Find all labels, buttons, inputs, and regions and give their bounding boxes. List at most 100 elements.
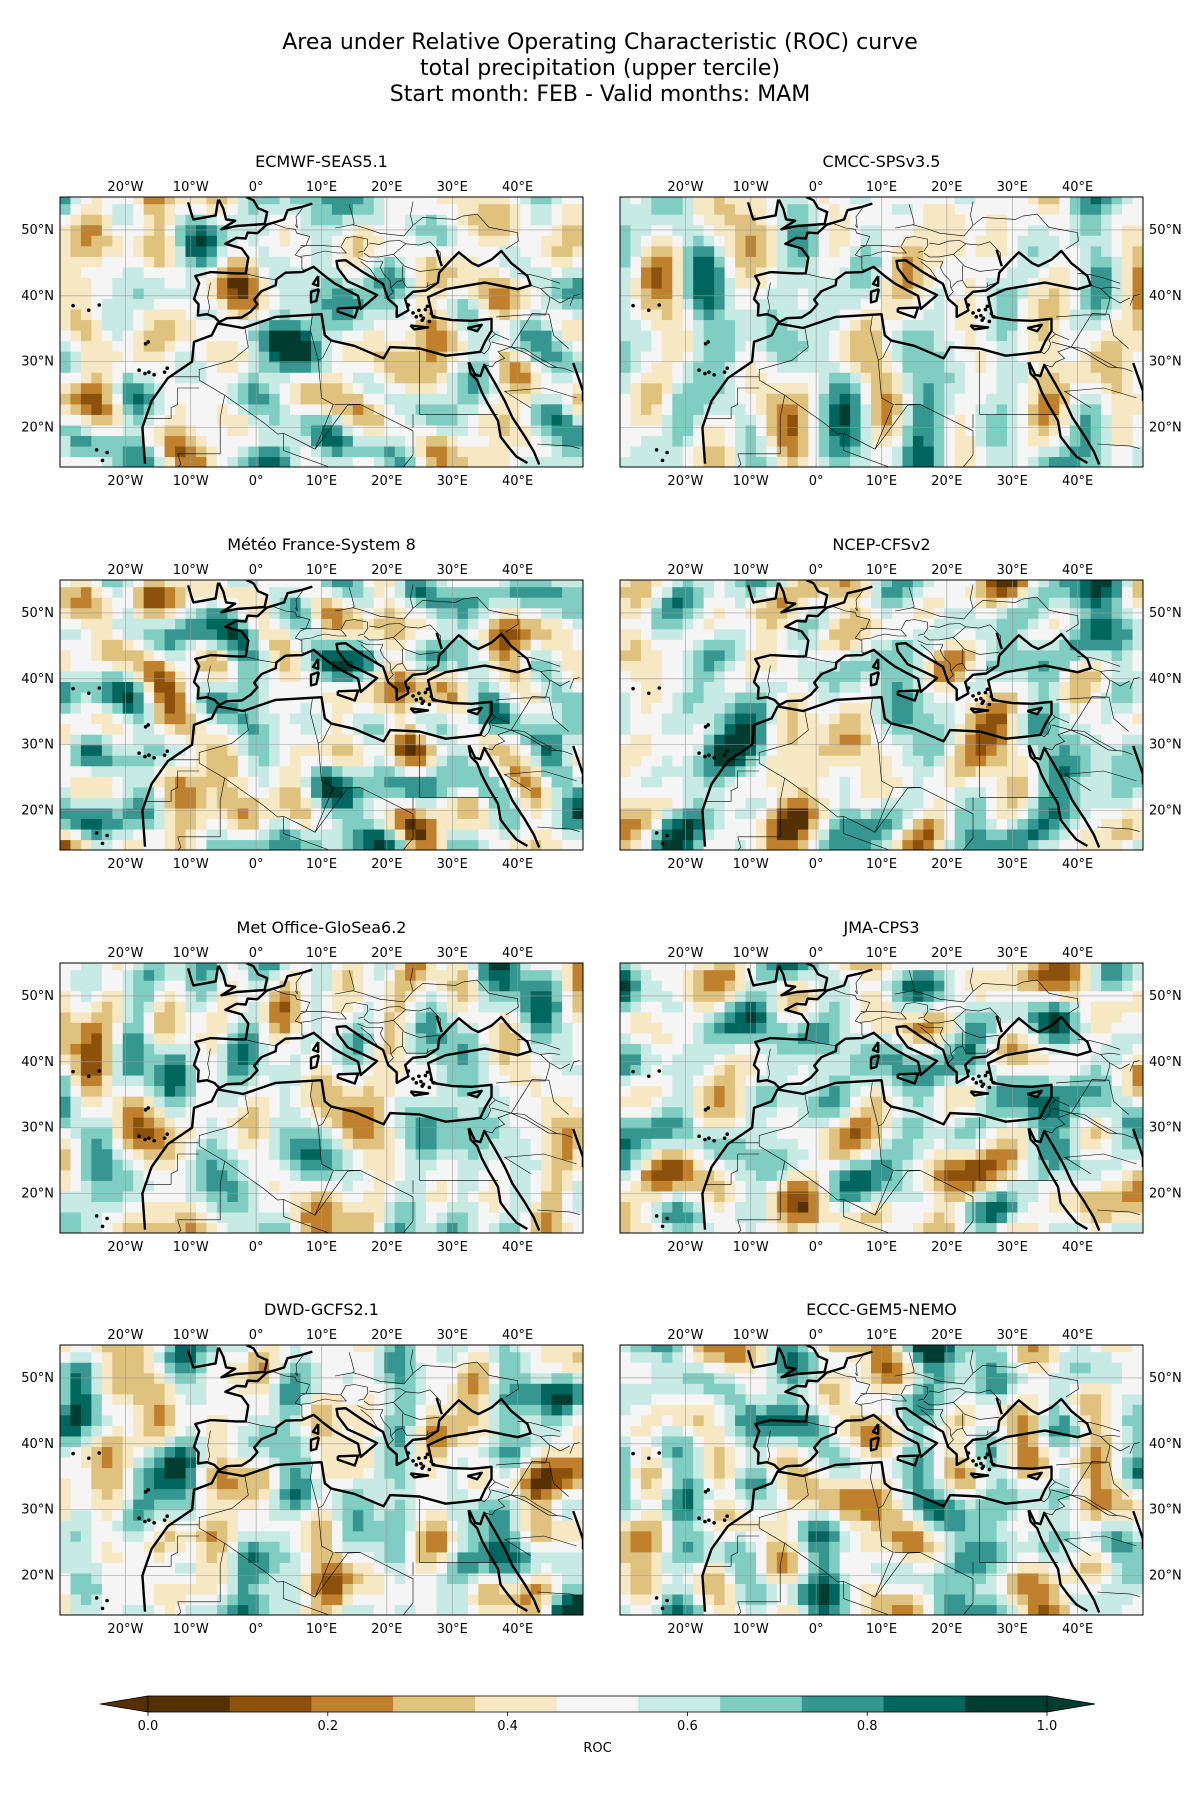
lon-tick-label: 10°E xyxy=(306,180,337,195)
title-line-1: Area under Relative Operating Characteri… xyxy=(282,30,918,55)
lon-tick-label: 10°W xyxy=(733,563,769,578)
lon-tick-label: 20°E xyxy=(371,1240,402,1255)
lat-tick-label: 50°N xyxy=(21,223,54,238)
lon-tick-label: 30°E xyxy=(437,180,468,195)
lat-tick-label: 30°N xyxy=(1149,1121,1182,1136)
lon-tick-label: 40°E xyxy=(1062,946,1093,961)
lon-tick-label: 20°W xyxy=(107,563,143,578)
lon-tick-label: 30°E xyxy=(997,180,1028,195)
lon-tick-label: 10°W xyxy=(173,946,209,961)
lon-tick-label: 30°E xyxy=(997,946,1028,961)
lon-tick-label: 40°E xyxy=(502,180,533,195)
lon-tick-label: 20°W xyxy=(107,1240,143,1255)
lon-tick-label: 30°E xyxy=(437,857,468,872)
colorbar-swatch xyxy=(556,1696,639,1712)
lon-tick-label: 20°E xyxy=(371,857,402,872)
lon-tick-label: 20°E xyxy=(931,180,962,195)
lon-tick-label: 0° xyxy=(249,857,264,872)
lon-tick-label: 40°E xyxy=(1062,1622,1093,1637)
lat-tick-label: 40°N xyxy=(1149,672,1182,687)
colorbar-swatch xyxy=(393,1696,476,1712)
lon-tick-label: 30°E xyxy=(437,1328,468,1343)
panel-title: CMCC-SPSv3.5 xyxy=(822,152,941,171)
colorbar-swatch xyxy=(474,1696,558,1712)
colorbar-tick-label: 0.6 xyxy=(677,1719,698,1734)
lon-tick-label: 10°W xyxy=(733,1328,769,1343)
lon-tick-label: 20°W xyxy=(107,857,143,872)
lon-tick-label: 10°E xyxy=(866,1240,897,1255)
lon-tick-label: 10°E xyxy=(306,1622,337,1637)
lon-tick-label: 10°W xyxy=(173,1328,209,1343)
lon-tick-label: 40°E xyxy=(502,563,533,578)
lon-tick-label: 10°E xyxy=(306,474,337,489)
lat-tick-label: 30°N xyxy=(21,1503,54,1518)
colorbar-swatch xyxy=(720,1696,803,1712)
lat-tick-label: 30°N xyxy=(1149,1503,1182,1518)
lon-tick-label: 0° xyxy=(809,857,824,872)
roc-map: 20°W 20°W 10°W 10°W 0° 0° 10°E 10°E 20°E 20°E 30°E… xyxy=(619,180,1182,489)
lat-tick-label: 20°N xyxy=(1149,1568,1182,1583)
lon-tick-label: 10°E xyxy=(306,1240,337,1255)
map-panel: Met Office-GloSea6.2 20°W 20°W 10°W 10°W 0° 0°… xyxy=(21,918,584,1255)
lon-tick-label: 0° xyxy=(249,1622,264,1637)
lon-tick-label: 20°W xyxy=(667,1240,703,1255)
lon-tick-label: 40°E xyxy=(1062,1328,1093,1343)
lat-tick-label: 20°N xyxy=(1149,420,1182,435)
colorbar-swatch xyxy=(229,1696,312,1712)
lon-tick-label: 20°W xyxy=(667,1622,703,1637)
roc-map: 20°W 20°W 10°W 10°W 0° 0° 10°E 10°E 20°E 20°E 30°E… xyxy=(21,180,584,489)
panel-title: JMA-CPS3 xyxy=(843,918,920,937)
lon-tick-label: 0° xyxy=(809,180,824,195)
lon-tick-label: 10°E xyxy=(866,946,897,961)
lat-tick-label: 20°N xyxy=(1149,803,1182,818)
lat-tick-label: 50°N xyxy=(21,606,54,621)
lon-tick-label: 10°W xyxy=(173,180,209,195)
panel-title: DWD-GCFS2.1 xyxy=(264,1300,379,1319)
roc-map: 20°W 20°W 10°W 10°W 0° 0° 10°E 10°E 20°E 20°E 30°E… xyxy=(619,563,1182,872)
lat-tick-label: 20°N xyxy=(21,420,54,435)
lon-tick-label: 30°E xyxy=(997,563,1028,578)
lat-tick-label: 40°N xyxy=(21,1437,54,1452)
lat-tick-label: 50°N xyxy=(1149,989,1182,1004)
map-panel: JMA-CPS3 20°W 20°W 10°W 10°W 0° 0° 10°E 10°E 20°E… xyxy=(619,918,1182,1255)
roc-map: 20°W 20°W 10°W 10°W 0° 0° 10°E 10°E 20°E 20°E 30°E… xyxy=(619,946,1182,1255)
lon-tick-label: 10°W xyxy=(173,1240,209,1255)
lon-tick-label: 20°E xyxy=(931,1328,962,1343)
panel-title: Met Office-GloSea6.2 xyxy=(236,918,407,937)
lon-tick-label: 20°W xyxy=(667,563,703,578)
panel-title: ECMWF-SEAS5.1 xyxy=(255,152,388,171)
colorbar-swatch xyxy=(638,1696,721,1712)
lat-tick-label: 40°N xyxy=(1149,289,1182,304)
colorbar-tick-label: 0.8 xyxy=(857,1719,878,1734)
lon-tick-label: 20°W xyxy=(667,1328,703,1343)
colorbar-under-arrow xyxy=(99,1695,149,1713)
roc-map: 20°W 20°W 10°W 10°W 0° 0° 10°E 10°E 20°E 20°E 30°E… xyxy=(21,563,584,872)
lon-tick-label: 10°E xyxy=(866,474,897,489)
lon-tick-label: 20°W xyxy=(107,180,143,195)
lon-tick-label: 40°E xyxy=(502,1328,533,1343)
lon-tick-label: 10°W xyxy=(733,857,769,872)
lon-tick-label: 40°E xyxy=(1062,563,1093,578)
map-panel: Météo France-System 8 20°W 20°W 10°W 10°W 0° 0… xyxy=(21,535,584,872)
lon-tick-label: 10°E xyxy=(306,1328,337,1343)
lat-tick-label: 50°N xyxy=(21,1371,54,1386)
lon-tick-label: 10°W xyxy=(733,180,769,195)
lat-tick-label: 40°N xyxy=(1149,1437,1182,1452)
lon-tick-label: 0° xyxy=(249,563,264,578)
lon-tick-label: 0° xyxy=(809,1328,824,1343)
colorbar: 0.0 0.2 0.4 0.6 0.8 1.0 ROC xyxy=(0,1690,1200,1760)
lon-tick-label: 20°E xyxy=(931,474,962,489)
lat-tick-label: 20°N xyxy=(21,1568,54,1583)
panel-title: Météo France-System 8 xyxy=(227,535,416,554)
colorbar-label: ROC xyxy=(583,1741,611,1756)
lon-tick-label: 20°E xyxy=(371,1328,402,1343)
lon-tick-label: 30°E xyxy=(437,1622,468,1637)
map-panel: ECMWF-SEAS5.1 20°W 20°W 10°W 10°W 0° 0° 10°E 10°… xyxy=(21,152,584,489)
lat-tick-label: 50°N xyxy=(1149,1371,1182,1386)
lon-tick-label: 30°E xyxy=(437,563,468,578)
roc-map: 20°W 20°W 10°W 10°W 0° 0° 10°E 10°E 20°E 20°E 30°E… xyxy=(21,946,584,1255)
lon-tick-label: 10°E xyxy=(866,180,897,195)
lat-tick-label: 30°N xyxy=(21,738,54,753)
lon-tick-label: 0° xyxy=(249,1240,264,1255)
lat-tick-label: 50°N xyxy=(1149,606,1182,621)
